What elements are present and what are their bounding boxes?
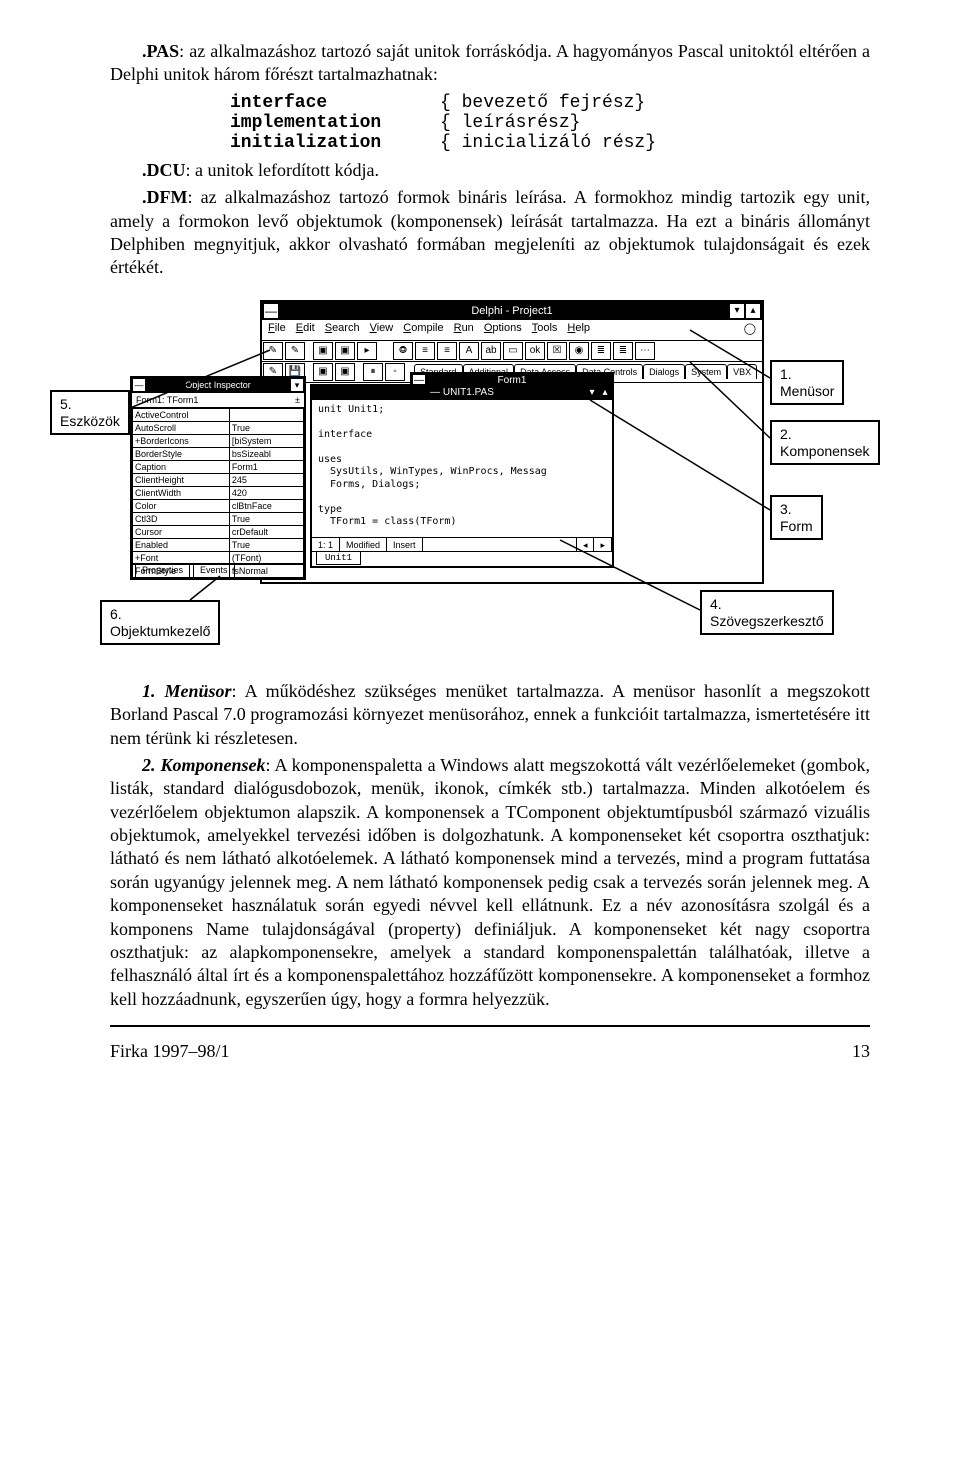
page-footer: Firka 1997–98/1 13 bbox=[110, 1041, 870, 1062]
maximize-icon[interactable]: ▴ bbox=[746, 304, 760, 318]
komponensek-paragraph: 2. Komponensek: A komponenspaletta a Win… bbox=[110, 754, 870, 1011]
menubar[interactable]: File Edit Search View Compile Run Option… bbox=[262, 320, 762, 341]
menu-compile: Compile bbox=[403, 322, 443, 340]
inspector-tabs[interactable]: Properties Events bbox=[132, 563, 304, 578]
code-editor[interactable]: — UNIT1.PAS ▾▴ unit Unit1; interface use… bbox=[310, 384, 614, 568]
menu-tools: Tools bbox=[532, 322, 558, 340]
menu-file: File bbox=[268, 322, 286, 340]
inspector-properties[interactable]: ActiveControlAutoScrollTrue+BorderIcons[… bbox=[132, 408, 304, 578]
menu-run: Run bbox=[454, 322, 474, 340]
footer-left: Firka 1997–98/1 bbox=[110, 1041, 230, 1062]
menu-edit: Edit bbox=[296, 322, 315, 340]
footer-right: 13 bbox=[852, 1041, 870, 1062]
pas-paragraph: .PAS: az alkalmazáshoz tartozó saját uni… bbox=[110, 40, 870, 87]
dcu-paragraph: .DCU: a unitok lefordított kódja. bbox=[110, 159, 870, 182]
callout-4: 4. Szövegszerkesztő bbox=[700, 590, 834, 636]
menu-view: View bbox=[370, 322, 394, 340]
system-menu-icon[interactable]: — bbox=[264, 304, 278, 318]
definition-list: interface{ bevezető fejrész} implementat… bbox=[230, 93, 870, 153]
editor-statusbar: 1: 1ModifiedInsert ◂▸ bbox=[312, 537, 612, 552]
delphi-ide-diagram: — Delphi - Project1 ▾▴ File Edit Search … bbox=[130, 300, 850, 670]
titlebar: — Delphi - Project1 ▾▴ bbox=[262, 302, 762, 320]
callout-5: 5. Eszközök bbox=[50, 390, 130, 436]
menu-help: Help bbox=[567, 322, 590, 340]
footer-divider bbox=[110, 1025, 870, 1027]
callout-6: 6. Objektumkezelő bbox=[100, 600, 220, 646]
minimize-icon[interactable]: ▾ bbox=[730, 304, 744, 318]
object-inspector[interactable]: —Object Inspector▾ Form1: TForm1± Active… bbox=[130, 376, 306, 580]
dfm-paragraph: .DFM: az alkalmazáshoz tartozó formok bi… bbox=[110, 186, 870, 280]
callout-1: 1. Menüsor bbox=[770, 360, 844, 406]
inspector-combo[interactable]: Form1: TForm1± bbox=[132, 393, 304, 408]
menusor-paragraph: 1. Menüsor: A működéshez szükséges menük… bbox=[110, 680, 870, 750]
menu-search: Search bbox=[325, 322, 360, 340]
menu-options: Options bbox=[484, 322, 522, 340]
code-content: unit Unit1; interface uses SysUtils, Win… bbox=[318, 404, 606, 529]
editor-tabs[interactable]: Unit1 bbox=[312, 551, 612, 566]
callout-2: 2. Komponensek bbox=[770, 420, 880, 466]
callout-3: 3. Form bbox=[770, 495, 823, 541]
toolbar-row-1[interactable]: ✎✎ ▣▣ ▸ ⭗ ≡≡ Aab ▭ok ☒◉ ≣≣ ⋯ bbox=[262, 341, 762, 362]
